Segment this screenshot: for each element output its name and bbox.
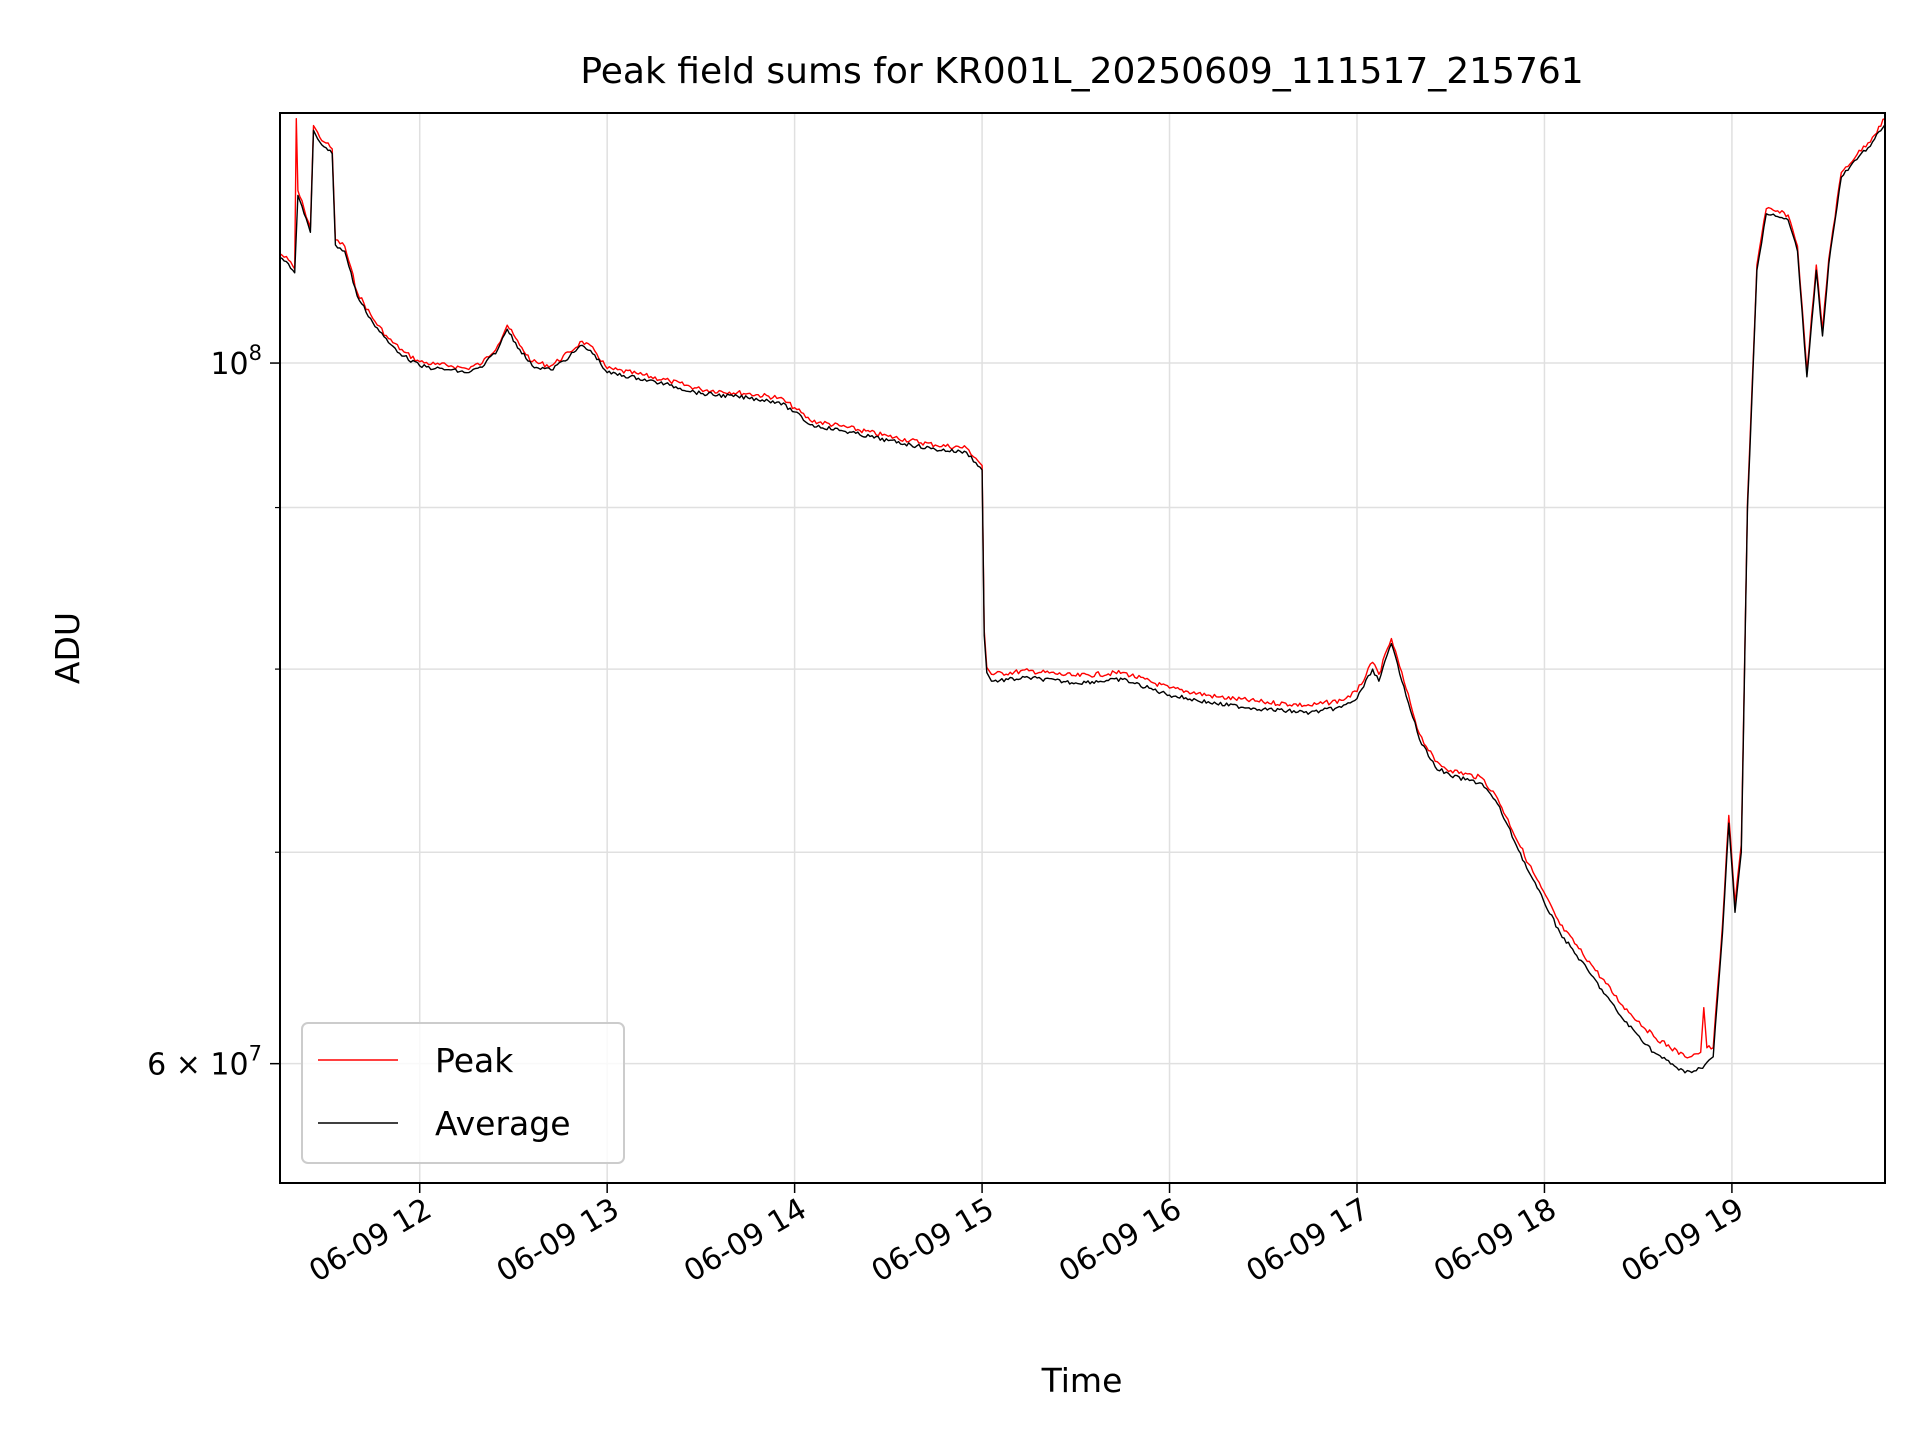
y-axis-ticks: 6 × 107 108	[147, 341, 280, 1083]
x-axis-label: Time	[1041, 1361, 1123, 1400]
grid	[280, 113, 1885, 1183]
y-tick-label: 6 × 107	[147, 1042, 262, 1083]
legend-box	[301, 1022, 625, 1164]
series-line-peak	[279, 118, 1886, 1059]
series-line-average	[279, 124, 1886, 1074]
y-axis-label: ADU	[48, 612, 87, 684]
series-layer	[279, 118, 1886, 1074]
legend-label-peak: Peak	[435, 1041, 514, 1080]
plot-frame	[279, 112, 1886, 1184]
legend-label-average: Average	[435, 1104, 571, 1143]
legend: Peak Average	[301, 1022, 625, 1164]
chart-title: Peak field sums for KR001L_20250609_1115…	[580, 51, 1583, 92]
y-tick-label: 108	[210, 341, 262, 382]
